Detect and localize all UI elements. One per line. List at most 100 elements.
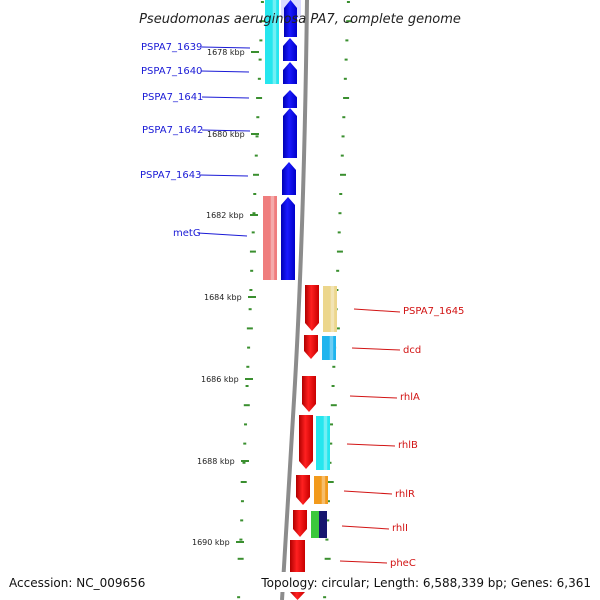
tick-mark-right — [331, 385, 335, 387]
scale-tick — [236, 541, 244, 543]
tick-mark-left — [256, 116, 260, 119]
map-title: Pseudomonas aeruginosa PA7, complete gen… — [139, 12, 461, 27]
tick-mark-right — [340, 173, 347, 176]
tick-mark-right — [344, 58, 348, 61]
cog-block-orange-shine — [321, 476, 326, 504]
tick-mark-left — [254, 154, 258, 157]
scale-label: 1678 kbp — [207, 48, 245, 57]
scale-labels: 1678 kbp 1680 kbp 1682 kbp 1684 kbp 1686 kbp… — [192, 48, 259, 547]
scale-tick — [250, 214, 258, 216]
cog-block-cyan — [265, 0, 279, 84]
gene-label-rhlI: rhlI — [392, 523, 408, 534]
scale-label: 1682 kbp — [206, 211, 244, 220]
tick-mark-right — [343, 97, 350, 99]
leader-line-PSPA7_1642 — [201, 129, 251, 132]
tick-mark-left — [252, 212, 256, 215]
tick-mark-left — [246, 327, 253, 330]
tick-mark-right — [327, 481, 334, 483]
tick-mark-left — [239, 538, 243, 541]
scale-tick — [241, 460, 249, 462]
gene-label-PSPA7_1640: PSPA7_1640 — [141, 66, 202, 77]
cog-block-cyan-2-shine — [323, 416, 328, 470]
leader-line-rhlI — [341, 525, 390, 530]
cog-block-cyan-shine — [272, 0, 277, 84]
topology-text: Topology: circular; Length: 6,588,339 bp… — [260, 576, 591, 590]
tick-mark-right — [330, 423, 334, 426]
cds-PSPA7_1641 — [283, 90, 297, 108]
tick-mark-right — [324, 557, 331, 560]
tick-mark-right — [346, 1, 350, 3]
tick-mark-left — [242, 461, 246, 464]
tick-mark-left — [237, 596, 241, 599]
gene-label-PSPA7_1641: PSPA7_1641 — [142, 92, 203, 103]
scale-tick — [251, 133, 259, 135]
footer-background — [0, 572, 600, 592]
label-leader-lines: PSPA7_1639 PSPA7_1640 PSPA7_1641 PSPA7_1642… — [140, 42, 464, 569]
tick-mark-left — [237, 557, 244, 560]
tick-mark-right — [337, 231, 341, 234]
gene-label-pheC: pheC — [390, 558, 416, 569]
tick-mark-right — [329, 442, 333, 445]
tick-mark-right — [341, 135, 345, 138]
leader-line-rhlA — [349, 395, 398, 399]
tick-mark-left — [240, 500, 244, 503]
tick-mark-left — [250, 269, 254, 272]
leader-line-rhlR — [343, 490, 393, 495]
leader-line-metG — [197, 232, 248, 237]
gene-label-rhlR: rhlR — [395, 489, 415, 500]
scale-label: 1690 kbp — [192, 538, 230, 547]
leader-line-PSPA7_1645 — [353, 308, 401, 313]
cog-block-pink-shine — [270, 196, 275, 280]
tick-mark-right — [340, 154, 344, 157]
tick-mark-left — [251, 231, 255, 234]
tick-mark-left — [253, 193, 257, 195]
scale-label: 1684 kbp — [204, 293, 242, 302]
tick-mark-left — [244, 423, 248, 426]
tick-mark-left — [240, 519, 244, 522]
tick-mark-left — [245, 385, 249, 387]
cds-dcd — [304, 335, 318, 359]
tick-mark-right — [336, 269, 340, 272]
scale-tick — [245, 378, 253, 380]
cog-block-sky-shine — [329, 336, 334, 360]
tick-mark-left — [255, 135, 259, 138]
leader-line-rhlB — [346, 443, 396, 447]
tick-mark-left — [249, 289, 253, 291]
gene-label-PSPA7_1645: PSPA7_1645 — [403, 306, 464, 317]
tick-mark-left — [259, 20, 266, 23]
cds-rhlA — [302, 376, 316, 412]
tick-mark-left — [247, 346, 251, 349]
tick-mark-right — [326, 500, 330, 503]
genome-backbone — [280, 0, 309, 600]
cog-block-pink — [263, 196, 277, 280]
cds-rhlR — [296, 475, 310, 505]
gene-label-rhlB: rhlB — [398, 440, 418, 451]
cds-PSPA7_1640 — [283, 38, 297, 61]
tick-mark-left — [260, 1, 264, 3]
scale-tick — [248, 296, 256, 298]
tick-mark-left — [249, 250, 256, 253]
gene-features — [263, 0, 337, 600]
scale-label: 1680 kbp — [207, 130, 245, 139]
gene-label-PSPA7_1639: PSPA7_1639 — [141, 42, 202, 53]
scale-label: 1686 kbp — [201, 375, 239, 384]
leader-line-PSPA7_1639 — [201, 46, 251, 49]
gene-label-PSPA7_1643: PSPA7_1643 — [140, 170, 201, 181]
cds-PSPA7_1642 — [283, 108, 297, 158]
cog-block-tan-shine — [330, 286, 335, 332]
tick-mark-left — [243, 404, 250, 407]
leader-line-PSPA7_1641 — [201, 96, 250, 99]
cds-PSPA7_1640b — [283, 62, 297, 84]
accession-text: Accession: NC_009656 — [9, 576, 145, 590]
tick-mark-right — [343, 77, 347, 80]
tick-mark-right — [345, 39, 349, 42]
tick-mark-left — [259, 39, 263, 42]
tick-mark-left — [253, 173, 260, 176]
tick-mark-left — [256, 97, 263, 99]
leader-line-PSPA7_1640 — [200, 70, 250, 73]
tick-mark-right — [326, 519, 330, 522]
tick-mark-left — [240, 481, 247, 483]
tick-mark-left — [243, 442, 247, 445]
cog-block-orange — [314, 476, 328, 504]
